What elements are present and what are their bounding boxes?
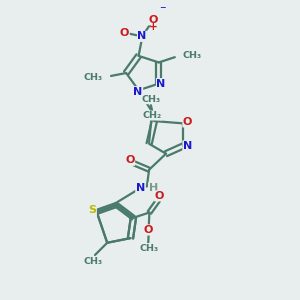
Text: N: N — [136, 183, 145, 193]
Text: N: N — [137, 32, 147, 41]
Text: O: O — [148, 15, 158, 25]
Text: N: N — [183, 141, 192, 151]
Text: CH₃: CH₃ — [139, 244, 158, 253]
Text: CH₂: CH₂ — [143, 111, 162, 120]
Text: CH₃: CH₃ — [84, 73, 103, 82]
Text: N: N — [157, 79, 166, 88]
Text: O: O — [125, 155, 135, 165]
Text: CH₃: CH₃ — [183, 51, 202, 60]
Text: O: O — [154, 191, 164, 201]
Text: N: N — [134, 87, 142, 97]
Text: O: O — [120, 28, 129, 38]
Text: CH₃: CH₃ — [84, 257, 103, 266]
Text: CH₃: CH₃ — [141, 95, 160, 104]
Text: O: O — [183, 117, 192, 127]
Text: O: O — [144, 225, 153, 235]
Text: S: S — [88, 206, 96, 215]
Text: H: H — [148, 183, 158, 193]
Text: ⁻: ⁻ — [159, 4, 165, 17]
Text: +: + — [148, 22, 157, 32]
